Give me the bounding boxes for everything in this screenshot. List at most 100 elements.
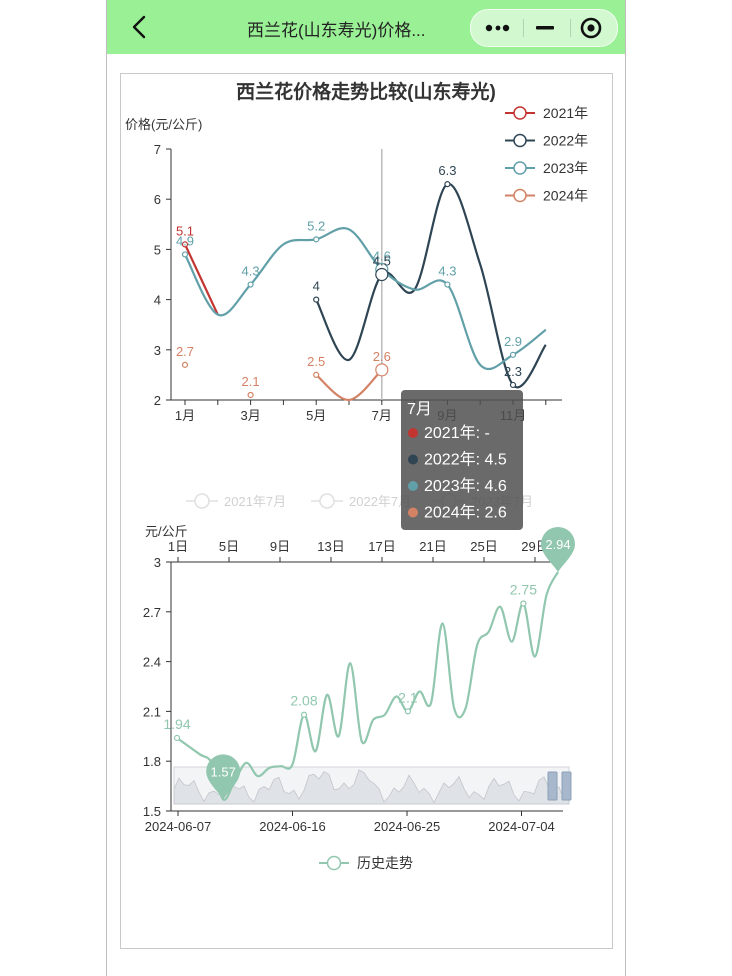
data-point: [520, 600, 527, 607]
data-point-2022年: [509, 381, 517, 389]
more-dots-icon: [485, 24, 510, 32]
tooltip-swatch: [408, 428, 418, 438]
data-point-2022年: [375, 267, 389, 282]
max-value-pin: 2.94: [541, 526, 575, 572]
data-point-2024年: [181, 361, 189, 368]
data-label: 2.08: [290, 693, 317, 709]
legend-item-2022年[interactable]: 2022年: [505, 133, 588, 149]
top-tick-label: 5日: [219, 539, 239, 554]
pin-label: 1.57: [211, 764, 236, 779]
data-label: 5.1: [176, 223, 194, 238]
data-label: 4.6: [373, 248, 391, 263]
top-tick-label: 17日: [368, 539, 395, 554]
secondary-legend-item[interactable]: 2021年7月: [186, 493, 286, 509]
y-tick-label: 1.8: [143, 754, 161, 769]
y-tick-label: 2.7: [143, 605, 161, 620]
back-button[interactable]: [125, 12, 155, 42]
y-tick-label: 5: [154, 242, 161, 257]
x-tick-label: 2024-06-07: [145, 819, 212, 834]
series-line-2021年: [184, 243, 219, 316]
data-label: 4.9: [176, 233, 194, 248]
tooltip-row: 2023年: 4.6: [424, 477, 507, 495]
data-point-2022年: [444, 181, 451, 188]
secondary-legend-item[interactable]: 2022年7月: [311, 493, 411, 509]
tooltip-row: 2021年: -: [424, 424, 490, 442]
data-label: 4.5: [373, 254, 391, 269]
legend-label: 2021年: [543, 105, 588, 121]
min-value-pin: 1.57: [206, 754, 241, 800]
pin-shape: [206, 754, 241, 800]
data-point: [300, 711, 308, 718]
data-point-2024年: [375, 363, 389, 377]
x-tick-label: 2024-06-16: [259, 819, 326, 834]
legend-item-2024年[interactable]: 2024年: [505, 188, 588, 204]
more-options-button[interactable]: [475, 10, 521, 46]
chart-title: 西兰花价格走势比较(山东寿光): [236, 80, 496, 103]
data-label: 5.2: [307, 218, 325, 233]
data-label: 2.1: [242, 374, 260, 389]
legend-label: 2022年: [543, 133, 588, 149]
data-point: [404, 708, 412, 715]
tooltip-title: 7月: [407, 401, 432, 418]
x-tick-label: 2024-07-04: [488, 819, 555, 834]
pin-shape: [541, 526, 575, 572]
y-tick-label: 3: [154, 343, 161, 358]
y-axis-label: 价格(元/公斤): [125, 117, 202, 132]
data-label: 2.9: [504, 334, 522, 349]
data-label: 2.6: [373, 349, 391, 364]
y-tick-label: 6: [154, 192, 161, 207]
close-miniprogram-button[interactable]: [570, 10, 616, 46]
legend-marker: [513, 106, 527, 120]
top-tick-label: 13日: [317, 539, 344, 554]
y-tick-label: 4: [154, 293, 161, 308]
top-tick-label: 1日: [168, 539, 188, 554]
minimize-button[interactable]: [523, 10, 569, 46]
history-trend-line: [176, 571, 559, 801]
zoom-preview-area: [173, 769, 570, 805]
y-tick-label: 2.4: [143, 655, 161, 670]
legend-label: 历史走势: [357, 855, 413, 871]
series-line-2022年: [315, 183, 547, 389]
tooltip-row: 2022年: 4.5: [424, 451, 507, 469]
legend-marker: [319, 493, 335, 509]
data-point-2023年: [509, 351, 517, 358]
price-comparison-chart[interactable]: 西兰花价格走势比较(山东寿光)价格(元/公斤)2345671月3月5月7月9月1…: [121, 74, 612, 534]
data-label: 2.7: [176, 344, 194, 359]
tooltip-background: [401, 390, 523, 530]
legend-marker: [326, 855, 342, 871]
data-point-2023年: [444, 281, 451, 288]
data-point-2023年: [313, 236, 320, 243]
x-tick-label: 2024-06-25: [374, 819, 441, 834]
tooltip-swatch: [408, 454, 418, 465]
legend-item-2021年[interactable]: 2021年: [505, 105, 588, 121]
data-label: 2.5: [307, 354, 325, 369]
x-tick-label: 5月: [306, 408, 326, 423]
hover-tooltip: 7月 2021年: - 2022年: 4.5 2023年: 4.6 2024年: 2.6: [401, 390, 523, 530]
page-title: 西兰花(山东寿光)价格...: [247, 21, 426, 40]
data-label: 1.94: [163, 716, 190, 732]
legend-label: 2023年: [543, 160, 588, 176]
data-point: [173, 734, 181, 742]
top-tick-label: 9日: [270, 539, 290, 554]
legend-label: 2022年7月: [349, 494, 411, 509]
legend-marker: [513, 161, 527, 175]
data-label: 4.3: [242, 264, 260, 279]
legend-item-history[interactable]: 历史走势: [319, 855, 413, 871]
x-tick-label: 3月: [240, 408, 260, 423]
legend-item-2023年[interactable]: 2023年: [505, 160, 588, 176]
legend-marker: [513, 188, 527, 203]
pin-label: 2.94: [545, 537, 570, 552]
y-tick-label: 7: [154, 142, 161, 157]
legend-label: 2024年: [543, 188, 588, 204]
zoom-handle-left: [547, 771, 558, 801]
y-tick-label: 2: [154, 393, 161, 408]
legend-marker: [513, 133, 527, 148]
y-tick-label: 2.1: [143, 704, 161, 719]
legend-marker: [194, 493, 210, 509]
capsule-menu: [470, 9, 618, 47]
back-arrow-icon: [132, 15, 146, 39]
data-point-2024年: [247, 391, 254, 399]
tooltip-swatch: [408, 481, 418, 491]
y-tick-label: 1.5: [143, 804, 161, 819]
